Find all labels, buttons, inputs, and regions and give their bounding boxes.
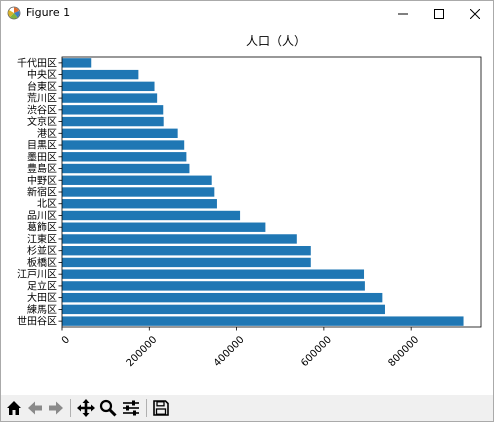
bar — [62, 152, 187, 162]
maximize-icon — [434, 9, 444, 19]
minimize-icon — [398, 13, 408, 15]
bar — [62, 246, 311, 256]
bar — [62, 116, 164, 127]
back-button[interactable] — [25, 398, 45, 418]
bar — [62, 257, 311, 268]
y-tick-label: 板橋区 — [27, 256, 57, 269]
bar — [62, 304, 385, 315]
bar — [62, 58, 92, 68]
home-icon — [7, 401, 21, 415]
matplotlib-app-icon — [7, 6, 21, 20]
configure-subplots-button[interactable] — [121, 398, 141, 418]
home-button[interactable] — [4, 398, 24, 418]
y-tick-label: 中央区 — [27, 68, 57, 81]
y-tick-label: 世田谷区 — [17, 316, 57, 328]
y-tick-label: 文京区 — [27, 115, 57, 128]
minimize-button[interactable] — [385, 1, 421, 27]
y-tick-label: 荒川区 — [27, 93, 57, 105]
y-tick-label: 渋谷区 — [27, 103, 57, 116]
y-tick-label: 北区 — [37, 198, 57, 210]
bar — [62, 105, 164, 115]
bar — [62, 128, 178, 138]
forward-button[interactable] — [46, 398, 66, 418]
zoom-icon — [99, 399, 117, 417]
toolbar-separator — [146, 399, 147, 417]
x-tick-label: 600000 — [299, 334, 334, 369]
bar — [62, 269, 365, 279]
chart-title: 人口（人） — [246, 34, 306, 48]
bar — [62, 69, 139, 80]
bar — [62, 281, 365, 291]
save-icon — [153, 400, 169, 416]
y-tick-label: 江東区 — [27, 232, 57, 245]
y-tick-label: 品川区 — [27, 210, 57, 222]
y-tick-label: 港区 — [37, 128, 57, 140]
y-tick-label: 大田区 — [27, 291, 57, 304]
bar — [62, 316, 464, 326]
bar — [62, 222, 266, 232]
y-tick-label: 葛飾区 — [27, 221, 57, 234]
x-tick-label: 400000 — [212, 334, 247, 369]
y-tick-label: 豊島区 — [27, 162, 57, 175]
bar — [62, 81, 155, 92]
y-tick-label: 新宿区 — [27, 186, 57, 199]
window-title: Figure 1 — [26, 6, 71, 19]
close-button[interactable] — [457, 1, 493, 27]
x-tick-label: 0 — [60, 334, 72, 346]
configure-subplots-icon — [123, 400, 139, 416]
close-icon — [470, 9, 480, 19]
forward-arrow-icon — [49, 401, 63, 415]
back-arrow-icon — [28, 401, 42, 415]
zoom-button[interactable] — [98, 398, 118, 418]
y-tick-label: 杉並区 — [27, 244, 57, 257]
x-tick-label: 200000 — [125, 334, 160, 369]
y-tick-label: 中野区 — [27, 174, 57, 187]
bar — [62, 140, 185, 150]
maximize-button[interactable] — [421, 1, 457, 27]
figure-canvas[interactable]: 人口（人） 千代田区 中央区 台東区 荒川区 渋谷区 文京区 港区 目黒区 墨田区 豊島区 中野区新… — [1, 27, 493, 393]
y-tick-label: 台東区 — [27, 80, 57, 93]
bar — [62, 234, 297, 244]
bar — [62, 175, 212, 185]
bar — [62, 93, 158, 103]
bar — [62, 163, 190, 174]
x-tick-label: 800000 — [386, 334, 421, 369]
y-tick-label: 足立区 — [27, 279, 57, 292]
bar — [62, 199, 217, 209]
title-bar: Figure 1 — [1, 1, 493, 27]
y-tick-label: 目黒区 — [27, 140, 57, 152]
y-tick-label: 千代田区 — [17, 57, 57, 69]
save-button[interactable] — [151, 398, 171, 418]
pan-button[interactable] — [76, 398, 96, 418]
bar — [62, 292, 383, 303]
bar-chart: 人口（人） 千代田区中央区台東区荒川区渋谷区文京区港区目黒区墨田区豊島区中野区新… — [17, 34, 482, 369]
y-tick-label: 江戸川区 — [17, 269, 57, 281]
bar — [62, 187, 215, 197]
plot-frame — [61, 56, 482, 328]
bar — [62, 210, 241, 221]
y-tick-label: 墨田区 — [27, 151, 57, 163]
pan-icon — [77, 399, 95, 417]
toolbar-separator — [70, 399, 71, 417]
navigation-toolbar — [1, 395, 493, 421]
y-tick-label: 練馬区 — [27, 303, 57, 316]
